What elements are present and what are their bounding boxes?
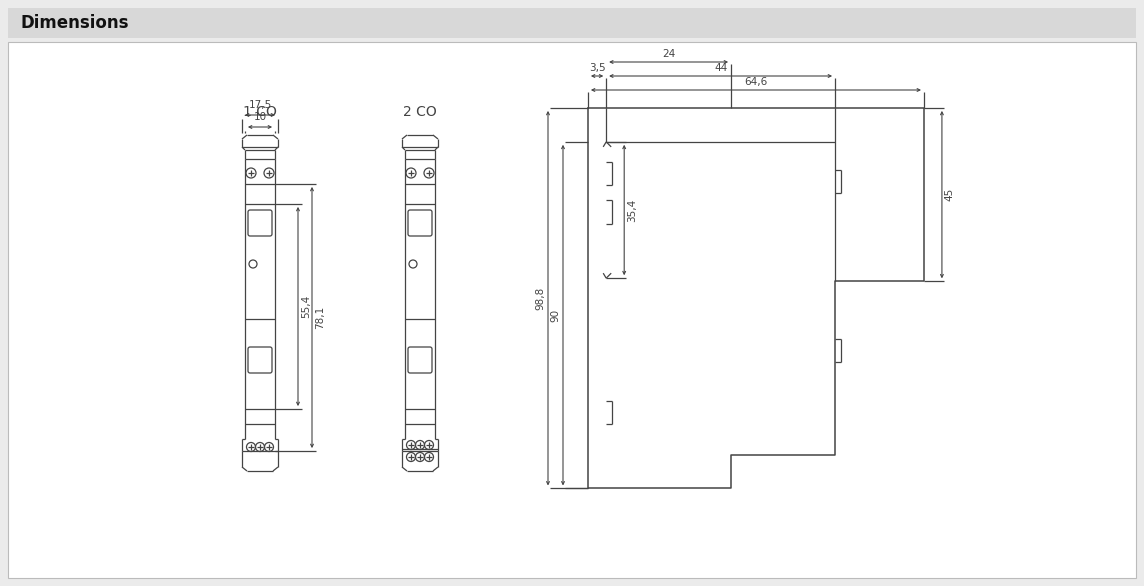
Text: Dimensions: Dimensions [19, 14, 128, 32]
Text: 2 CO: 2 CO [403, 105, 437, 119]
Text: 10: 10 [254, 112, 267, 122]
Text: 64,6: 64,6 [745, 77, 768, 87]
Text: 78,1: 78,1 [315, 306, 325, 329]
Text: 98,8: 98,8 [535, 287, 545, 310]
Bar [8, 8, 1136, 38]
Text: 1 CO: 1 CO [243, 105, 277, 119]
Text: 55,4: 55,4 [301, 295, 311, 318]
Text: 35,4: 35,4 [627, 199, 637, 222]
Text: 45: 45 [945, 188, 955, 201]
Text: 3,5: 3,5 [589, 63, 605, 73]
Text: 17,5: 17,5 [248, 100, 271, 110]
Text: 24: 24 [662, 49, 675, 59]
Text: 90: 90 [550, 309, 561, 322]
Text: 44: 44 [714, 63, 728, 73]
